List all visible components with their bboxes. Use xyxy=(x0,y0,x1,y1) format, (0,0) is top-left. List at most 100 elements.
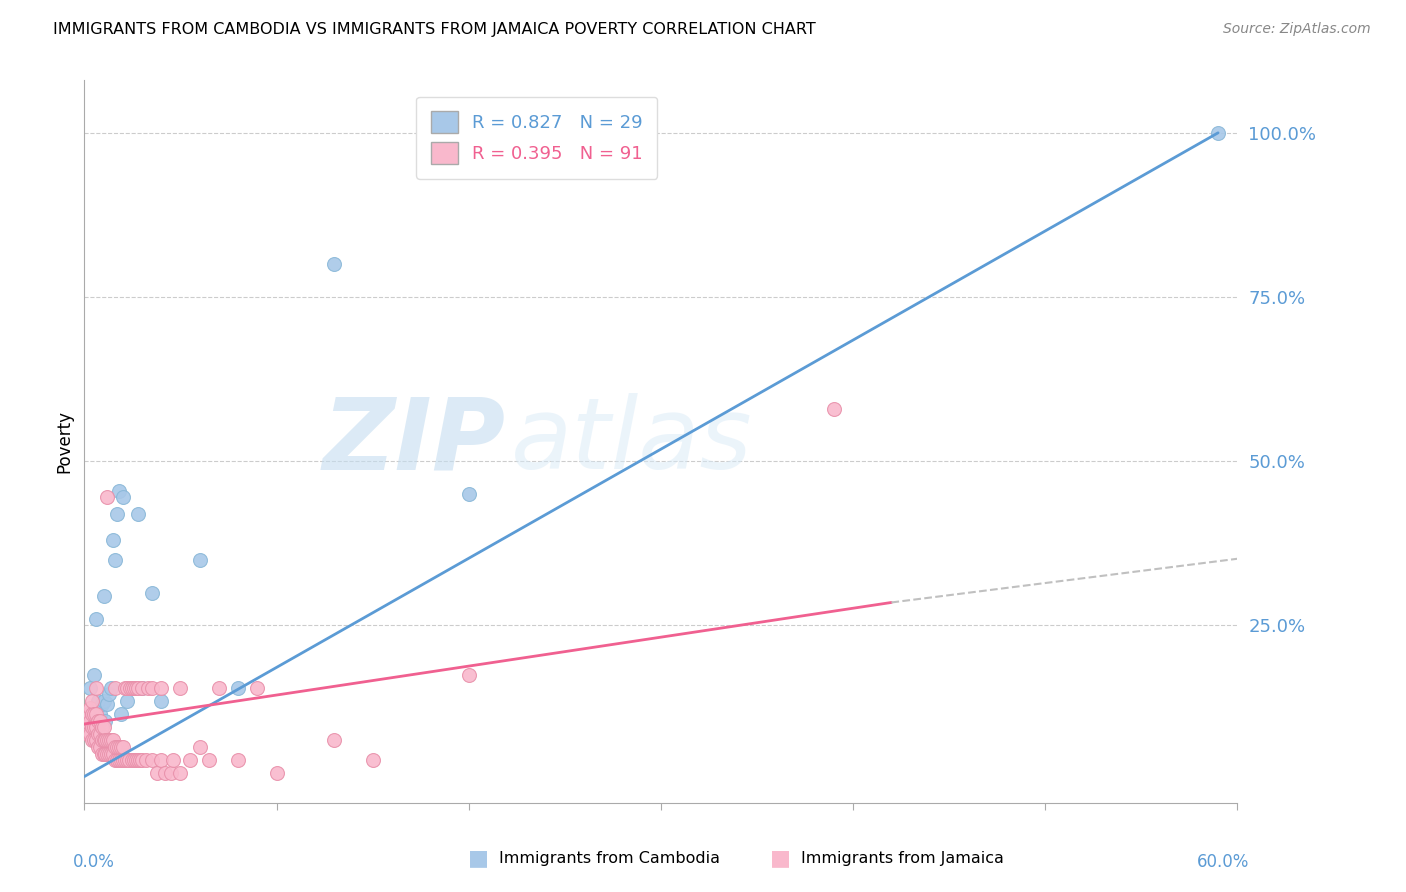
Point xyxy=(90,733,112,747)
Point xyxy=(98,747,121,761)
Point xyxy=(125,681,148,695)
Point xyxy=(84,612,107,626)
Point xyxy=(96,698,118,712)
Text: Source: ZipAtlas.com: Source: ZipAtlas.com xyxy=(1223,22,1371,37)
Point xyxy=(136,681,159,695)
Point xyxy=(141,681,163,695)
Point xyxy=(90,720,112,734)
Point xyxy=(84,681,107,695)
Point xyxy=(103,533,124,547)
Point xyxy=(150,694,173,708)
Point xyxy=(141,753,163,767)
Point xyxy=(94,733,117,747)
Point xyxy=(323,733,346,747)
Point xyxy=(162,753,184,767)
Point xyxy=(87,739,110,754)
Point xyxy=(457,487,479,501)
Point xyxy=(131,681,153,695)
Legend: R = 0.827   N = 29, R = 0.395   N = 91: R = 0.827 N = 29, R = 0.395 N = 91 xyxy=(416,96,657,178)
Point xyxy=(84,733,107,747)
Point xyxy=(188,553,211,567)
Point xyxy=(80,733,103,747)
Point xyxy=(75,714,97,728)
Point xyxy=(105,507,128,521)
Text: 60.0%: 60.0% xyxy=(1197,854,1249,871)
Point xyxy=(108,483,131,498)
Text: atlas: atlas xyxy=(510,393,752,490)
Point xyxy=(169,681,191,695)
Point xyxy=(100,681,122,695)
Point xyxy=(104,739,127,754)
Text: 0.0%: 0.0% xyxy=(73,854,115,871)
Point xyxy=(120,681,142,695)
Point xyxy=(108,753,131,767)
Point xyxy=(266,766,288,780)
Text: Immigrants from Jamaica: Immigrants from Jamaica xyxy=(801,851,1004,865)
Point xyxy=(457,667,479,681)
Point xyxy=(111,739,134,754)
Point xyxy=(110,739,132,754)
Point xyxy=(98,687,121,701)
Point xyxy=(111,753,134,767)
Point xyxy=(103,733,124,747)
Point xyxy=(89,739,111,754)
Point xyxy=(79,727,101,741)
Point xyxy=(114,681,136,695)
Point xyxy=(87,694,110,708)
Point xyxy=(93,733,115,747)
Point xyxy=(125,753,148,767)
Y-axis label: Poverty: Poverty xyxy=(55,410,73,473)
Point xyxy=(90,747,112,761)
Point xyxy=(361,753,384,767)
Point xyxy=(83,707,105,722)
Point xyxy=(77,727,100,741)
Point xyxy=(110,707,132,722)
Point xyxy=(79,714,101,728)
Point xyxy=(94,714,117,728)
Point xyxy=(83,733,105,747)
Point xyxy=(104,553,127,567)
Point xyxy=(79,700,101,714)
Point xyxy=(96,491,118,505)
Point xyxy=(80,707,103,722)
Point xyxy=(93,589,115,603)
Point xyxy=(104,681,127,695)
Point xyxy=(121,681,143,695)
Point xyxy=(124,681,146,695)
Point xyxy=(83,720,105,734)
Point xyxy=(89,707,111,722)
Point xyxy=(121,681,143,695)
Point xyxy=(129,753,152,767)
Point xyxy=(100,733,122,747)
Point xyxy=(98,733,121,747)
Point xyxy=(141,585,163,599)
Point xyxy=(77,707,100,722)
Text: IMMIGRANTS FROM CAMBODIA VS IMMIGRANTS FROM JAMAICA POVERTY CORRELATION CHART: IMMIGRANTS FROM CAMBODIA VS IMMIGRANTS F… xyxy=(53,22,815,37)
Point xyxy=(150,681,173,695)
Point xyxy=(89,714,111,728)
Point xyxy=(105,739,128,754)
Point xyxy=(153,766,176,780)
Point xyxy=(80,694,103,708)
Point xyxy=(96,733,118,747)
Point xyxy=(115,694,138,708)
Point xyxy=(93,747,115,761)
Point xyxy=(96,747,118,761)
Point xyxy=(83,667,105,681)
Point xyxy=(84,707,107,722)
Point xyxy=(104,753,127,767)
Point xyxy=(114,753,136,767)
Point xyxy=(150,753,173,767)
Point xyxy=(108,739,131,754)
Point xyxy=(131,753,153,767)
Point xyxy=(131,681,153,695)
Point xyxy=(87,727,110,741)
Point xyxy=(127,681,149,695)
Point xyxy=(84,720,107,734)
Point xyxy=(121,753,143,767)
Point xyxy=(127,753,149,767)
Point xyxy=(208,681,231,695)
Point xyxy=(246,681,269,695)
Point xyxy=(226,753,249,767)
Text: ■: ■ xyxy=(770,848,790,868)
